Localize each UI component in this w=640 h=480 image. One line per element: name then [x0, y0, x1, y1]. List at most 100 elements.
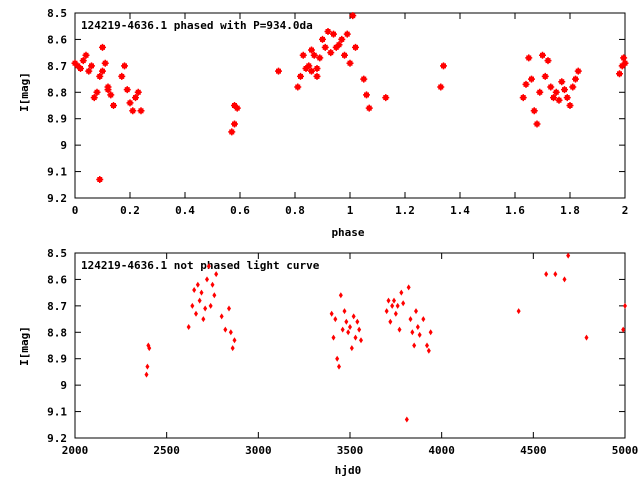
- unphased-x-tick-label: 2500: [153, 444, 180, 457]
- unphased-y-tick-label: 8.5: [47, 247, 67, 260]
- phased-data-point: [566, 102, 574, 109]
- phased-y-axis-label: I[mag]: [18, 72, 31, 112]
- phased-y-tick-label: 8.9: [47, 113, 67, 126]
- unphased-data-point: [144, 371, 149, 378]
- phased-data-point: [539, 51, 546, 59]
- phased-data-point: [228, 128, 236, 136]
- unphased-data-point: [214, 271, 219, 278]
- phased-data-point: [519, 94, 527, 102]
- phased-data-point: [107, 91, 115, 99]
- phased-data-point: [533, 120, 541, 128]
- unphased-data-point: [223, 326, 228, 333]
- phased-plot: I[mag] phase 124219-4636.1 phased with P…: [18, 7, 629, 239]
- unphased-data-point: [344, 318, 349, 325]
- unphased-data-point: [212, 292, 217, 299]
- phased-data-point: [335, 41, 343, 49]
- unphased-data-point: [404, 416, 409, 423]
- phased-data-point: [305, 62, 313, 70]
- phased-data-point: [365, 104, 373, 112]
- phased-data-point: [572, 75, 579, 83]
- unphased-data-point: [205, 276, 209, 283]
- unphased-data-point: [355, 318, 360, 325]
- unphased-data-point: [428, 329, 433, 336]
- unphased-data-point: [335, 355, 340, 362]
- unphased-y-tick-label: 8.8: [47, 326, 67, 339]
- phased-data-point: [346, 59, 354, 67]
- unphased-x-tick-label: 5000: [612, 444, 639, 457]
- phased-data-point: [85, 67, 93, 75]
- unphased-data-point: [410, 329, 415, 336]
- unphased-data-point: [199, 289, 204, 296]
- phased-data-point: [129, 107, 137, 115]
- phased-data-point: [99, 67, 106, 75]
- unphased-data-point: [210, 281, 215, 288]
- phased-data-point: [324, 28, 332, 35]
- unphased-data-point: [192, 287, 197, 293]
- unphased-data-point: [408, 316, 413, 323]
- phased-data-point: [552, 88, 560, 96]
- unphased-y-tick-label: 8.9: [47, 353, 67, 366]
- unphased-data-point: [206, 263, 211, 270]
- phased-data-point: [528, 75, 535, 83]
- phased-y-tick-label: 8.6: [47, 33, 67, 46]
- unphased-data-point: [425, 342, 429, 349]
- unphased-data-point: [201, 316, 206, 323]
- phased-y-tick-label: 9: [60, 139, 67, 152]
- unphased-data-point: [230, 345, 235, 352]
- unphased-data-point: [426, 347, 431, 354]
- phased-data-point: [121, 62, 128, 70]
- unphased-data-point: [353, 334, 358, 341]
- phased-data-point: [123, 86, 131, 94]
- phased-y-tick-label: 8.7: [47, 60, 67, 73]
- unphased-data-point: [357, 326, 362, 333]
- unphased-y-tick-label: 9.1: [47, 406, 67, 419]
- phased-data-point: [561, 86, 568, 94]
- phased-data-point: [550, 94, 557, 102]
- phased-x-tick-label: 1.8: [560, 204, 580, 217]
- phased-x-tick-label: 1: [347, 204, 354, 217]
- phased-data-point: [620, 54, 628, 62]
- phased-x-tick-label: 1.6: [505, 204, 525, 217]
- unphased-x-axis-label: hjd0: [335, 464, 362, 477]
- unphased-data-point: [232, 337, 237, 344]
- unphased-data-point: [392, 297, 396, 304]
- unphased-data-point: [219, 313, 224, 320]
- unphased-data-point: [544, 271, 549, 278]
- unphased-data-point: [421, 316, 426, 323]
- phased-data-point: [297, 72, 304, 80]
- unphased-data-point: [195, 281, 200, 288]
- unphased-data-point: [397, 326, 402, 333]
- phased-data-point: [90, 94, 98, 102]
- unphased-data-point: [351, 313, 356, 320]
- unphased-data-point: [584, 334, 589, 341]
- unphased-data-point: [348, 324, 352, 330]
- unphased-data-point: [208, 302, 213, 309]
- unphased-data-point: [621, 326, 626, 333]
- phased-data-point: [316, 54, 324, 62]
- phased-data-point: [522, 80, 530, 88]
- phased-data-point: [541, 72, 549, 80]
- phased-data-point: [319, 35, 326, 43]
- unphased-data-point: [415, 324, 420, 330]
- unphased-data-point: [342, 308, 347, 315]
- unphased-data-point: [227, 305, 231, 312]
- phased-data-point: [555, 96, 563, 104]
- unphased-plot-title: 124219-4636.1 not phased light curve: [81, 259, 320, 272]
- unphased-data-point: [390, 302, 395, 309]
- phased-plot-frame: [74, 12, 626, 199]
- unphased-y-tick-label: 9: [60, 379, 67, 392]
- phased-x-tick-label: 0.6: [230, 204, 250, 217]
- phased-y-tick-label: 9.1: [47, 166, 67, 179]
- phased-data-point: [330, 30, 337, 38]
- unphased-data-point: [399, 289, 404, 296]
- phased-data-point: [525, 54, 533, 62]
- phased-data-point: [327, 49, 335, 57]
- phased-data-point: [96, 72, 104, 80]
- phased-data-point: [137, 107, 145, 115]
- phased-x-tick-label: 0: [72, 204, 79, 217]
- unphased-data-point: [331, 334, 336, 341]
- unphased-plot: I[mag] hjd0 124219-4636.1 not phased lig…: [18, 247, 638, 477]
- unphased-y-axis-label: I[mag]: [18, 326, 31, 366]
- unphased-data-point: [566, 252, 571, 259]
